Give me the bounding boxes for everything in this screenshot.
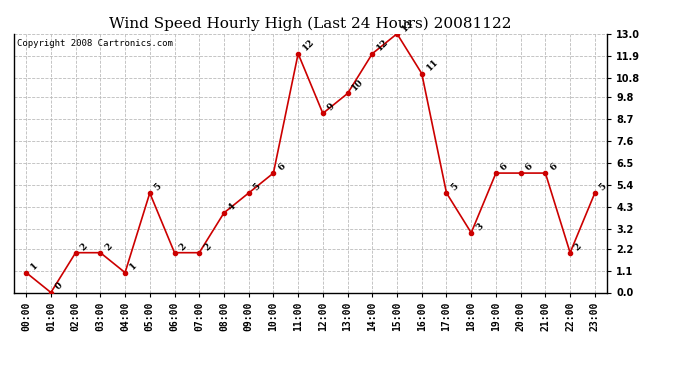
- Text: 4: 4: [227, 201, 237, 212]
- Text: 6: 6: [276, 161, 287, 172]
- Text: 13: 13: [400, 18, 415, 33]
- Text: 2: 2: [177, 241, 188, 252]
- Text: 6: 6: [524, 161, 534, 172]
- Text: 12: 12: [301, 38, 316, 53]
- Text: 1: 1: [128, 261, 139, 272]
- Title: Wind Speed Hourly High (Last 24 Hours) 20081122: Wind Speed Hourly High (Last 24 Hours) 2…: [109, 17, 512, 31]
- Text: 6: 6: [548, 161, 559, 172]
- Text: 2: 2: [103, 241, 114, 252]
- Text: 5: 5: [449, 182, 460, 192]
- Text: 5: 5: [152, 182, 164, 192]
- Text: 5: 5: [251, 182, 262, 192]
- Text: 0: 0: [54, 281, 64, 292]
- Text: 2: 2: [79, 241, 89, 252]
- Text: 10: 10: [351, 78, 366, 93]
- Text: 9: 9: [326, 102, 337, 112]
- Text: 2: 2: [573, 241, 584, 252]
- Text: 3: 3: [474, 221, 485, 232]
- Text: 12: 12: [375, 38, 391, 53]
- Text: 5: 5: [598, 182, 609, 192]
- Text: 1: 1: [29, 261, 40, 272]
- Text: 2: 2: [202, 241, 213, 252]
- Text: 11: 11: [424, 57, 440, 73]
- Text: Copyright 2008 Cartronics.com: Copyright 2008 Cartronics.com: [17, 39, 172, 48]
- Text: 6: 6: [499, 161, 510, 172]
